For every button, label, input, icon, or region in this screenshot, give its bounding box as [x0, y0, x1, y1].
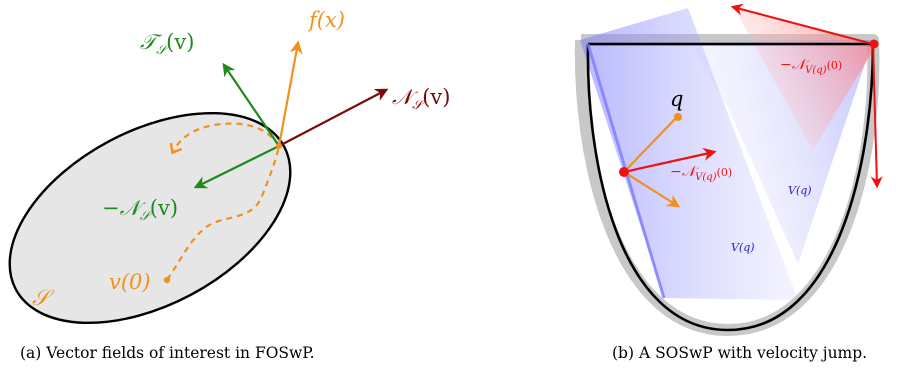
tangent-label: 𝒯𝒮(v) — [140, 30, 194, 58]
set-s-ellipse — [8, 111, 292, 325]
neg-normal-top-arrow — [730, 3, 874, 45]
v0-point — [163, 276, 171, 284]
corner-point — [869, 39, 879, 49]
q-velocity-arrow — [623, 116, 678, 173]
f-label: f(x) — [307, 8, 345, 32]
vq-label-left: V(q) — [731, 241, 755, 254]
panel-b: q −𝒩V(q)(0) −𝒩V(q)(0) V(q) V(q) — [574, 3, 883, 336]
caption-b: (b) A SOSwP with velocity jump. — [612, 344, 868, 362]
tangent-arrow — [222, 62, 280, 147]
normal-label: 𝒩𝒮(v) — [392, 85, 450, 113]
trajectory-slide — [169, 122, 280, 155]
normal-arrow — [278, 88, 389, 147]
contact-point — [276, 143, 282, 149]
neg-normal-mid-arrow — [623, 147, 717, 174]
caption-a: (a) Vector fields of interest in FOSwP. — [20, 344, 315, 362]
contact-point-b — [619, 167, 629, 177]
vq-label-right: V(q) — [788, 184, 812, 197]
q-label: q — [670, 87, 683, 111]
v0-label: v(0) — [109, 270, 151, 294]
q-point — [674, 113, 682, 121]
normal-cone-region — [733, 6, 877, 150]
jump-down-arrow — [870, 43, 883, 189]
panel-a: 𝒯𝒮(v) f(x) 𝒩𝒮(v) −𝒩𝒮(v) v(0) 𝒮 — [8, 8, 450, 325]
reflected-velocity-arrow — [623, 171, 681, 208]
cone-region-left — [580, 8, 798, 300]
f-arrow — [277, 40, 303, 147]
neg-normal-arrow — [193, 145, 280, 189]
trajectory-path — [166, 145, 281, 281]
constraint-curve — [586, 42, 875, 332]
